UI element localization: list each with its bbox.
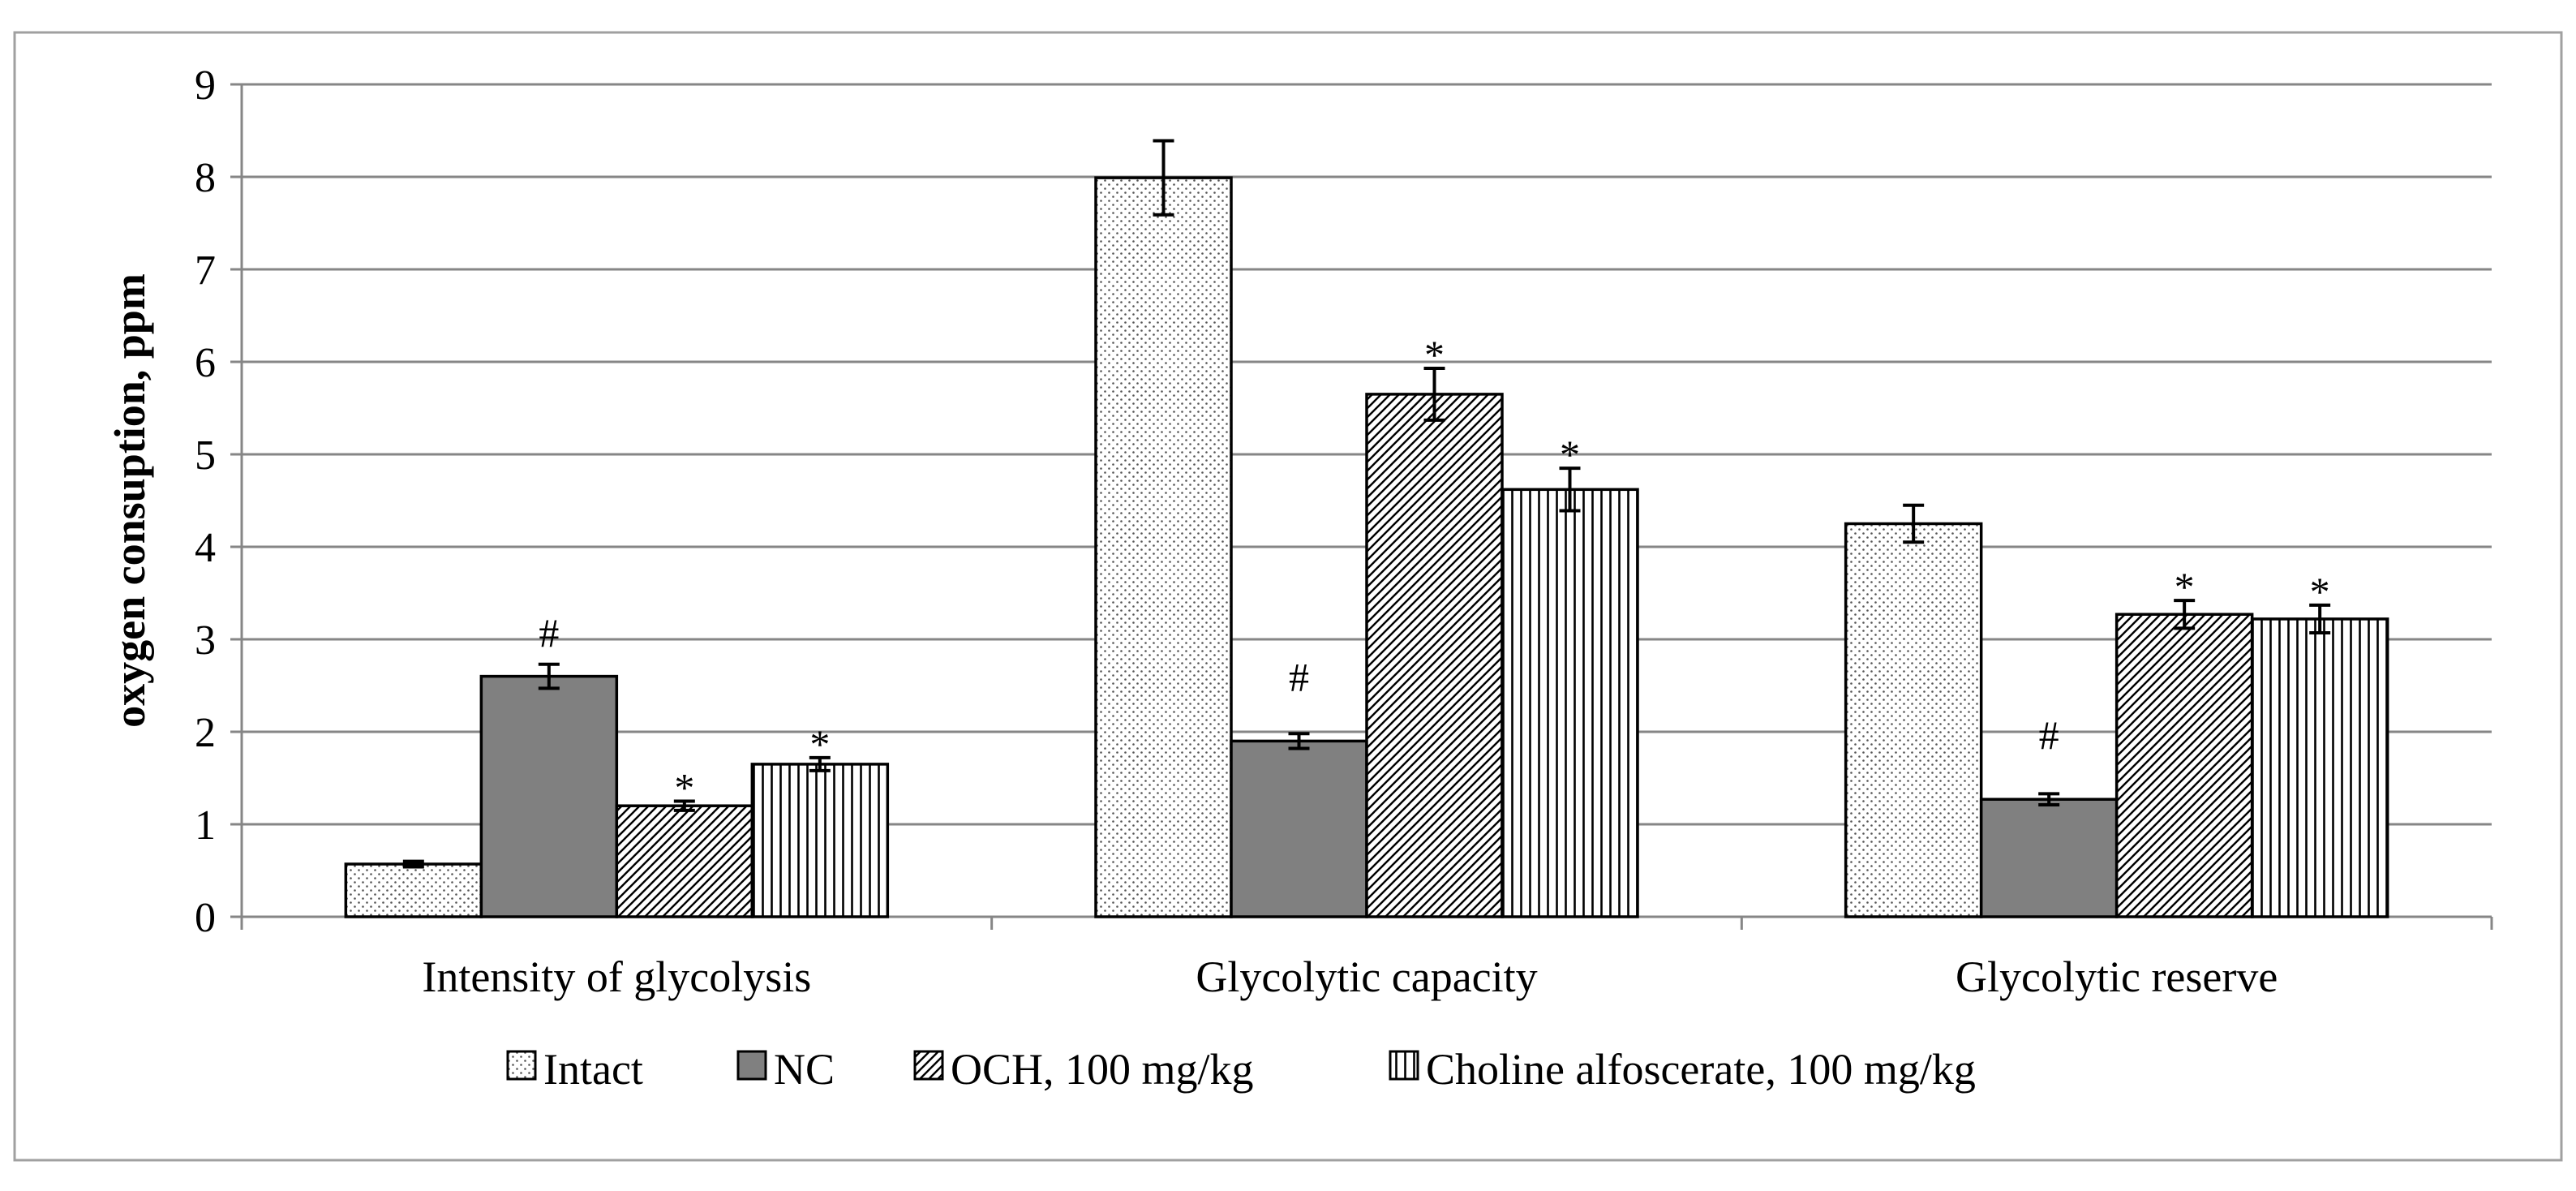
legend-swatch [913,1050,944,1081]
error-bar [1153,139,1174,217]
error-bar [2309,603,2331,635]
significance-mark: * [2310,569,2330,614]
legend-swatch [506,1050,537,1081]
significance-mark: * [809,721,830,767]
y-tick-label: 4 [195,525,216,571]
significance-marks: # * * # * * # * * [539,332,2329,810]
bar [1230,739,1368,918]
legend-label: OCH, 100 mg/kg [951,1045,1254,1094]
legend-label: Choline alfoscerate, 100 mg/kg [1426,1045,1976,1094]
y-tick-label: 0 [195,895,216,941]
legend-item: Intact [506,1045,643,1094]
bar [2114,613,2254,918]
category-label: Glycolytic capacity [1196,952,1537,1001]
significance-mark: # [539,610,559,656]
bar [1844,522,1983,918]
category-labels: Intensity of glycolysis Glycolytic capaci… [422,952,2278,1001]
x-ticks [240,917,2493,930]
bar [1365,393,1504,918]
y-tick-label: 3 [195,617,216,664]
error-bar [1288,732,1310,750]
significance-mark: * [1424,332,1445,377]
error-bar [538,662,560,690]
legend-item: OCH, 100 mg/kg [913,1045,1254,1094]
bar [1501,488,1639,918]
y-tick-label: 6 [195,340,216,386]
legend-item: NC [736,1045,835,1094]
bar [479,674,619,918]
significance-mark: * [2175,564,2195,609]
legend-label: Intact [543,1045,643,1094]
legend: Intact NC OCH, 100 mg/kg Choline alfoscerat… [506,1045,1976,1094]
error-bar [1903,503,1925,544]
y-tick-label: 2 [195,710,216,756]
bar [2250,617,2389,918]
legend-swatch [736,1050,767,1081]
error-bar [2174,599,2196,630]
error-bar [1559,467,1581,513]
bar [1979,798,2119,918]
bar [750,763,890,918]
error-bar [673,799,695,812]
y-tick-labels: 0 1 2 3 4 5 6 7 8 9 [195,62,216,941]
bar [1094,176,1233,918]
significance-mark: # [2039,712,2059,758]
error-bar [809,755,831,772]
error-bars [402,139,2331,869]
y-tick-label: 1 [195,802,216,849]
significance-mark: * [674,765,694,810]
legend-swatch [1389,1050,1419,1081]
category-label: Intensity of glycolysis [422,952,811,1001]
bars [344,176,2389,918]
y-tick-label: 7 [195,247,216,294]
y-tick-label: 8 [195,155,216,201]
y-tick-label: 5 [195,432,216,479]
bar [615,804,754,918]
error-bar [2038,792,2060,807]
chart-border [13,31,2563,1162]
error-bar [1423,366,1445,422]
legend-item: Choline alfoscerate, 100 mg/kg [1389,1045,1976,1094]
legend-label: NC [774,1045,835,1094]
y-tick-label: 9 [195,62,216,109]
error-bar [402,859,424,869]
bar [344,862,483,918]
category-label: Glycolytic reserve [1956,952,2278,1001]
significance-mark: * [1560,432,1580,477]
significance-mark: # [1289,654,1309,699]
y-axis-label: oxygen consuption, ppm [105,273,154,728]
